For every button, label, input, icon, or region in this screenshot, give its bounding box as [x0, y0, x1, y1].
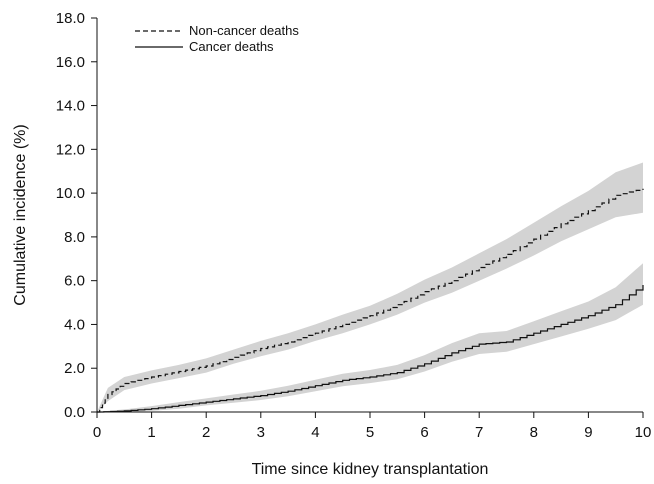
legend-label-cancer: Cancer deaths	[189, 39, 274, 54]
x-tick-label: 8	[530, 424, 538, 441]
y-tick-label: 10.0	[56, 185, 85, 202]
y-axis-title: Cumulative incidence (%)	[12, 124, 29, 305]
y-tick-label: 18.0	[56, 10, 85, 27]
x-tick-label: 0	[93, 424, 101, 441]
x-tick-label: 3	[257, 424, 265, 441]
x-tick-label: 4	[311, 424, 319, 441]
x-tick-label: 6	[420, 424, 428, 441]
y-tick-label: 4.0	[64, 316, 85, 333]
x-tick-label: 5	[366, 424, 374, 441]
series-line-cancer	[97, 285, 644, 413]
x-tick-label: 2	[202, 424, 210, 441]
y-tick-label: 12.0	[56, 141, 85, 158]
y-tick-label: 8.0	[64, 229, 85, 246]
legend-label-non-cancer: Non-cancer deaths	[189, 23, 299, 38]
x-tick-label: 1	[147, 424, 155, 441]
series-lines	[97, 188, 644, 413]
x-tick-label: 10	[635, 424, 652, 441]
y-tick-label: 0.0	[64, 404, 85, 421]
ci-band-non-cancer	[97, 162, 643, 412]
y-tick-label: 2.0	[64, 360, 85, 377]
x-axis-title: Time since kidney transplantation	[252, 461, 489, 478]
x-tick-label: 9	[584, 424, 592, 441]
ci-band-cancer	[97, 263, 643, 412]
y-tick-label: 6.0	[64, 273, 85, 290]
legend: Non-cancer deaths Cancer deaths	[135, 23, 299, 54]
y-tick-label: 14.0	[56, 98, 85, 115]
axes: 0 1 2 3 4 5 6 7 8 9 10 0.0 2.0 4.0 6.0 8.0 10.0 12.0 14.0 1…	[56, 10, 652, 441]
confidence-bands	[97, 162, 643, 412]
y-tick-label: 16.0	[56, 54, 85, 71]
series-line-non-cancer	[97, 188, 644, 413]
x-tick-label: 7	[475, 424, 483, 441]
